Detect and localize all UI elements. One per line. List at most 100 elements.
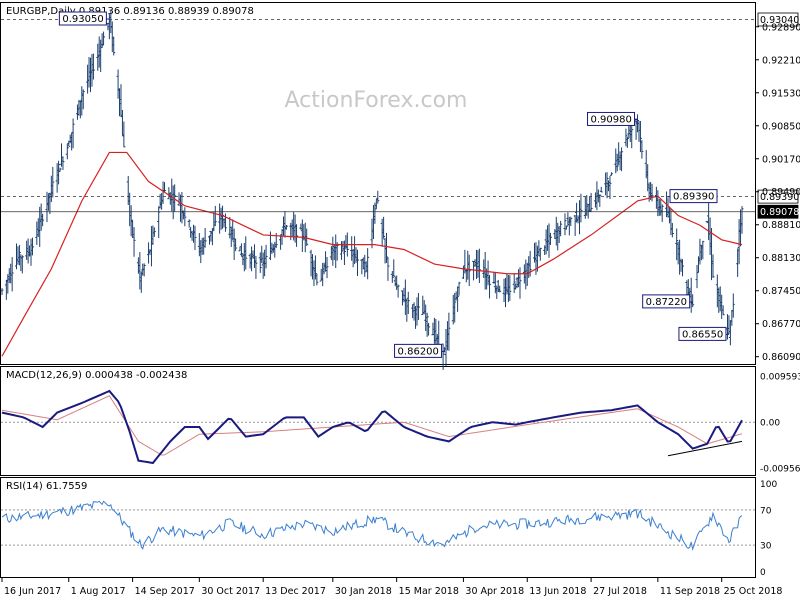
ohlc-bar bbox=[376, 190, 380, 204]
ohlc-bar bbox=[538, 247, 542, 261]
x-tick-label: 30 Oct 2017 bbox=[201, 586, 260, 597]
price-y-tick-label: 0.88130 bbox=[762, 253, 800, 264]
ohlc-bar bbox=[373, 202, 377, 224]
ohlc-bar bbox=[650, 183, 654, 202]
ohlc-bar bbox=[406, 291, 410, 315]
level-label-box bbox=[757, 204, 799, 219]
ohlc-bar bbox=[41, 213, 45, 227]
ohlc-bar bbox=[488, 274, 492, 299]
ohlc-bar bbox=[691, 294, 695, 308]
ohlc-bar bbox=[548, 232, 552, 246]
ohlc-bar bbox=[701, 240, 705, 260]
ohlc-bar bbox=[670, 222, 674, 238]
ohlc-bar bbox=[740, 206, 744, 234]
ohlc-bar bbox=[416, 293, 420, 321]
macd-layer bbox=[1, 389, 755, 465]
ohlc-bar bbox=[366, 248, 370, 280]
rsi-y-tick-label: 70 bbox=[760, 506, 772, 516]
rsi-y-tick-label: 30 bbox=[760, 542, 772, 552]
ohlc-bar bbox=[453, 292, 457, 323]
ohlc-bar bbox=[17, 244, 21, 266]
ohlc-bar bbox=[81, 89, 85, 110]
price-y-tick-label: 0.90170 bbox=[762, 154, 800, 165]
macd-trendline bbox=[667, 440, 743, 457]
ohlc-bar bbox=[498, 285, 502, 293]
ohlc-bar bbox=[579, 193, 583, 223]
ohlc-bar bbox=[563, 213, 567, 236]
price-y-tick-label: 0.88810 bbox=[762, 220, 800, 231]
ohlc-bar bbox=[30, 237, 34, 256]
ohlc-bar bbox=[254, 255, 258, 279]
price-annotation-label: 0.90980 bbox=[591, 114, 632, 125]
price-annotation-box bbox=[58, 11, 107, 26]
ohlc-bar bbox=[213, 205, 217, 227]
ohlc-bar bbox=[122, 121, 126, 148]
ohlc-bar bbox=[559, 220, 563, 237]
ohlc-bar bbox=[386, 257, 390, 281]
price-annotation-label: 0.86200 bbox=[398, 346, 439, 357]
ohlc-bar bbox=[132, 227, 136, 257]
ohlc-bar bbox=[57, 160, 61, 185]
ohlc-bar bbox=[193, 225, 197, 250]
price-y-tick-label: 0.92210 bbox=[762, 55, 800, 66]
ohlc-bar bbox=[65, 143, 69, 160]
ohlc-bar bbox=[305, 228, 309, 246]
ohlc-bar bbox=[0, 288, 4, 295]
ohlc-bar bbox=[681, 259, 685, 277]
price-y-tick-label: 0.86090 bbox=[762, 352, 800, 363]
ohlc-bar bbox=[456, 286, 460, 312]
ohlc-bar bbox=[295, 224, 299, 247]
level-label: 0.93040 bbox=[760, 15, 799, 26]
ohlc-bar bbox=[382, 216, 386, 239]
ohlc-bar bbox=[203, 228, 207, 248]
ohlc-bar bbox=[467, 254, 471, 286]
level-label: 0.89078 bbox=[760, 207, 799, 218]
price-annotations: 0.93050 0.90980 0.89390 0.87220 0.86550 0.862… bbox=[58, 11, 729, 358]
ohlc-bar bbox=[234, 238, 238, 252]
ohlc-bar bbox=[355, 249, 359, 277]
ohlc-bar bbox=[615, 153, 619, 172]
price-y-tick-label: 0.89490 bbox=[762, 187, 800, 198]
price-moving-average bbox=[1, 151, 743, 357]
ohlc-bar bbox=[569, 216, 573, 227]
macd-panel-frame bbox=[0, 366, 756, 476]
ohlc-bar bbox=[512, 273, 516, 293]
ohlc-bar bbox=[315, 273, 319, 286]
ohlc-bar bbox=[325, 256, 329, 279]
x-tick-label: 15 Mar 2018 bbox=[399, 586, 459, 597]
ohlc-bar bbox=[102, 31, 106, 46]
ohlc-bar bbox=[608, 176, 612, 199]
x-tick-label: 13 Dec 2017 bbox=[265, 586, 326, 597]
x-tick-label: 16 Jun 2017 bbox=[4, 586, 61, 597]
price-y-tick-label: 0.86770 bbox=[762, 319, 800, 330]
price-levels: 0.93040 0.89390 0.89078 bbox=[1, 12, 799, 219]
rsi-y-tick-label: 0 bbox=[760, 568, 766, 578]
watermark: ActionForex.com bbox=[285, 88, 468, 113]
x-axis: 16 Jun 2017 1 Aug 2017 14 Sep 2017 30 Oct 2… bbox=[1, 578, 782, 597]
ohlc-bar bbox=[457, 281, 461, 296]
price-annotation-label: 0.93050 bbox=[62, 14, 103, 25]
price-y-tick-label: 0.87450 bbox=[762, 286, 800, 297]
ohlc-bar bbox=[112, 36, 116, 56]
ohlc-bar bbox=[477, 248, 481, 283]
ohlc-bar bbox=[142, 263, 146, 277]
ohlc-bar bbox=[599, 186, 603, 193]
level-label-box bbox=[757, 12, 799, 27]
macd-y-axis: 0.009593 0.00 -0.009562 bbox=[760, 373, 800, 475]
price-panel-frame bbox=[0, 2, 756, 365]
ohlc-bar bbox=[564, 225, 568, 230]
price-annotation-label: 0.86550 bbox=[682, 329, 723, 340]
x-tick-label: 13 Jun 2018 bbox=[529, 586, 586, 597]
rsi-layer bbox=[1, 500, 755, 552]
rsi-panel-frame bbox=[0, 477, 756, 578]
ohlc-bar bbox=[363, 254, 367, 277]
x-tick-label: 27 Jul 2018 bbox=[593, 586, 647, 597]
ohlc-bar bbox=[71, 118, 75, 149]
moving-average-line bbox=[1, 151, 743, 357]
ohlc-bar bbox=[427, 322, 431, 336]
ohlc-bar bbox=[58, 167, 62, 172]
ohlc-bar bbox=[335, 242, 339, 261]
ohlc-bar bbox=[385, 232, 389, 263]
price-annotation-label: 0.89390 bbox=[673, 192, 714, 203]
